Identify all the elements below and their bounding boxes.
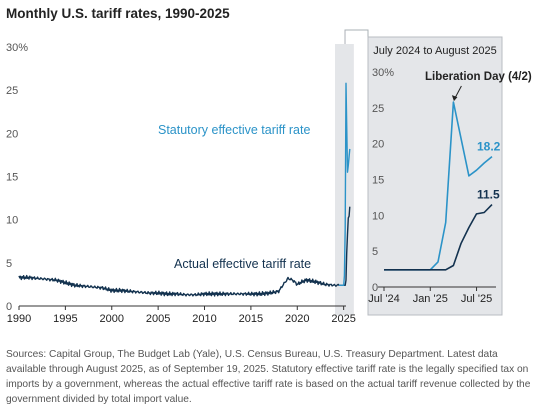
inset-y-tick-label: 20 (372, 139, 384, 151)
chart-title: Monthly U.S. tariff rates, 1990-2025 (6, 6, 230, 21)
main-x-tick-label: 2010 (192, 313, 216, 325)
main-x-tick-label: 2015 (239, 313, 263, 325)
main-y-tick-label: 10 (6, 215, 18, 227)
main-y-tick-label: 15 (6, 172, 18, 184)
main-y-tick-label: 25 (6, 85, 18, 97)
inset-y-tick-label: 15 (372, 175, 384, 187)
main-y-tick-label: 0 (6, 301, 12, 313)
inset-end-label-actual: 11.5 (477, 188, 500, 202)
main-x-tick-label: 2005 (146, 313, 170, 325)
source-note: Sources: Capital Group, The Budget Lab (… (6, 349, 531, 405)
highlight-band (335, 44, 354, 315)
liberation-day-arrowhead (451, 95, 458, 102)
inset-x-tick-label: Jul '25 (461, 293, 492, 305)
inset-y-tick-label: 30% (372, 67, 394, 79)
inset-y-tick-label: 10 (372, 210, 384, 222)
main-y-tick-label: 5 (6, 258, 12, 270)
main-x-tick-label: 1995 (53, 313, 77, 325)
inset-x-tick-label: Jan '25 (413, 293, 448, 305)
main-y-tick-label: 30% (6, 42, 28, 54)
main-series-statutory (339, 82, 351, 286)
main-x-tick-label: 2025 (331, 313, 355, 325)
inset-x-tick-label: Jul '24 (368, 293, 399, 305)
inset-y-tick-label: 0 (372, 282, 378, 294)
inset-series-actual (384, 204, 493, 271)
inset-title: July 2024 to August 2025 (373, 45, 497, 57)
inset-y-tick-label: 5 (372, 246, 378, 258)
statutory-annotation: Statutory effective tariff rate (158, 123, 310, 137)
liberation-day-label: Liberation Day (4/2) (425, 71, 532, 83)
main-x-tick-label: 2020 (285, 313, 309, 325)
inset-connector (344, 29, 369, 44)
main-y-tick-label: 20 (6, 128, 18, 140)
actual-annotation: Actual effective tariff rate (174, 257, 311, 271)
inset-end-label-statutory: 18.2 (477, 140, 501, 154)
inset-panel (367, 36, 503, 316)
inset-y-tick-label: 25 (372, 103, 384, 115)
main-x-tick-label: 2000 (100, 313, 124, 325)
main-x-tick-label: 1990 (7, 313, 31, 325)
main-series-actual (18, 206, 351, 297)
